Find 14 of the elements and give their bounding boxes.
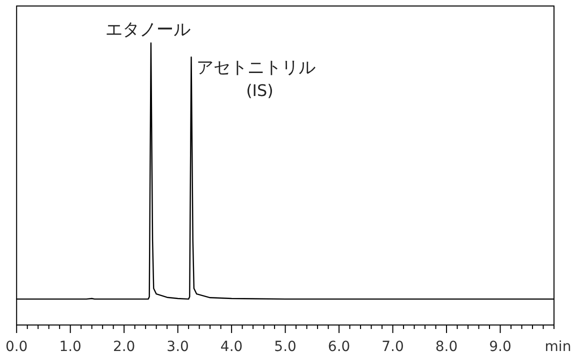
x-tick-label: 2.0 <box>112 339 136 355</box>
x-tick-label: 8.0 <box>435 339 458 355</box>
x-axis-title: min <box>544 339 572 355</box>
x-tick-label: 9.0 <box>489 339 512 355</box>
annotation: アセトニトリル <box>196 58 316 78</box>
x-tick-label: 0.0 <box>5 339 28 355</box>
x-tick-label: 3.0 <box>166 339 189 355</box>
x-tick-label: 1.0 <box>59 339 82 355</box>
annotation: エタノール <box>105 20 190 40</box>
annotation: (IS) <box>246 81 274 100</box>
x-tick-label: 6.0 <box>328 339 350 355</box>
x-tick-label: 4.0 <box>220 339 243 355</box>
x-tick-label: 5.0 <box>274 339 296 355</box>
x-tick-label: 7.0 <box>382 339 404 355</box>
